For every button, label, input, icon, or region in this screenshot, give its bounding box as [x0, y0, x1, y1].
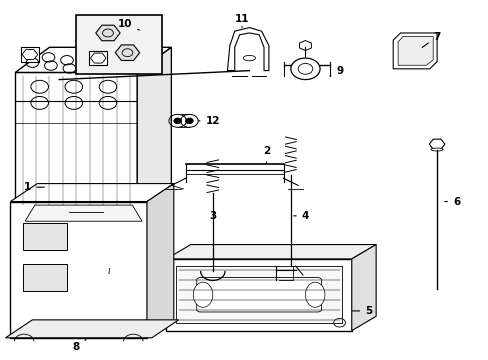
Text: 10: 10 [118, 19, 139, 30]
Text: 11: 11 [234, 14, 249, 28]
Bar [89, 51, 107, 65]
Polygon shape [166, 259, 351, 330]
Text: 7: 7 [422, 32, 440, 48]
Circle shape [185, 118, 193, 124]
Text: 9: 9 [329, 66, 343, 76]
Polygon shape [137, 47, 171, 209]
Polygon shape [15, 72, 137, 209]
Polygon shape [15, 47, 171, 72]
Text: 8: 8 [73, 339, 86, 352]
Bar [76, 15, 161, 74]
Bar [21, 47, 39, 62]
Polygon shape [147, 184, 173, 338]
Ellipse shape [305, 282, 325, 307]
Bar [22, 264, 66, 291]
Text: 1: 1 [24, 182, 44, 192]
Polygon shape [5, 320, 178, 338]
Polygon shape [397, 37, 432, 65]
Polygon shape [25, 205, 142, 221]
Polygon shape [392, 33, 436, 69]
Polygon shape [227, 28, 268, 71]
Text: 4: 4 [293, 211, 308, 221]
Text: 12: 12 [198, 116, 220, 126]
Ellipse shape [193, 282, 212, 307]
Polygon shape [351, 244, 375, 330]
Text: 3: 3 [209, 211, 216, 221]
Ellipse shape [243, 55, 255, 61]
FancyBboxPatch shape [196, 278, 321, 312]
Text: 5: 5 [351, 306, 372, 316]
Circle shape [173, 118, 181, 124]
Bar [22, 223, 66, 250]
Text: l: l [107, 268, 110, 276]
Polygon shape [10, 202, 147, 338]
Ellipse shape [430, 148, 442, 151]
Polygon shape [166, 244, 375, 259]
Text: 6: 6 [444, 197, 459, 207]
Polygon shape [10, 184, 173, 202]
Text: 2: 2 [262, 146, 269, 164]
Bar [176, 266, 341, 323]
